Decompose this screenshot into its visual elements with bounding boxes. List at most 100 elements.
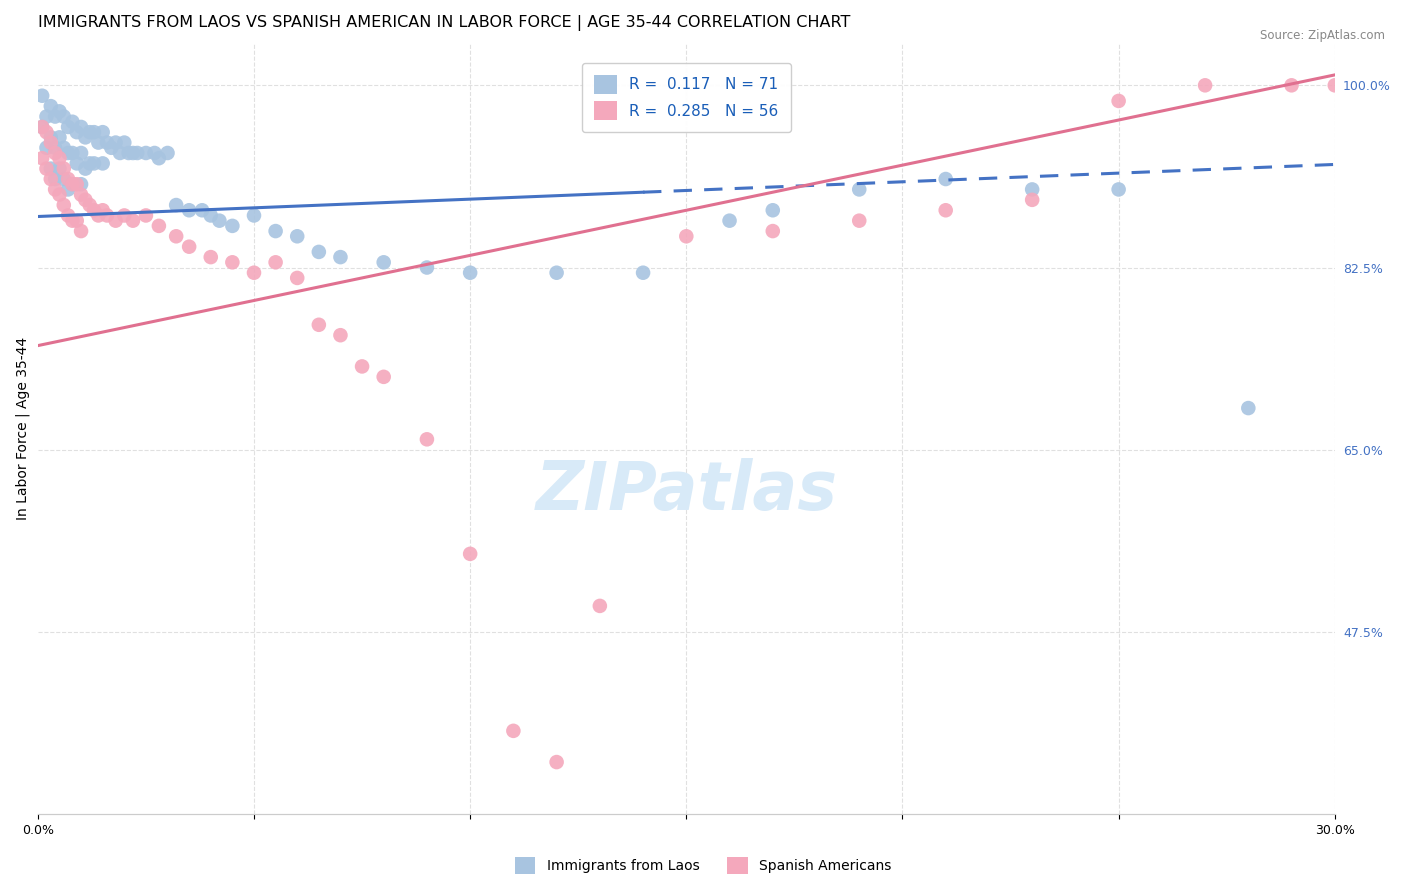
Point bbox=[165, 198, 187, 212]
Point bbox=[66, 156, 89, 170]
Point bbox=[112, 136, 135, 150]
Point bbox=[83, 125, 105, 139]
Point bbox=[1323, 78, 1346, 93]
Point bbox=[62, 213, 84, 227]
Point bbox=[31, 88, 53, 103]
Point bbox=[458, 547, 481, 561]
Point bbox=[44, 172, 66, 186]
Point bbox=[127, 146, 149, 161]
Point bbox=[122, 146, 145, 161]
Point bbox=[143, 146, 166, 161]
Point bbox=[62, 178, 84, 192]
Point bbox=[87, 136, 110, 150]
Point bbox=[631, 266, 654, 280]
Point bbox=[83, 156, 105, 170]
Point bbox=[96, 136, 118, 150]
Point bbox=[373, 255, 395, 269]
Point bbox=[221, 219, 243, 233]
Point bbox=[52, 110, 75, 124]
Point bbox=[117, 146, 139, 161]
Point bbox=[200, 250, 222, 264]
Point bbox=[108, 146, 131, 161]
Point bbox=[416, 260, 439, 275]
Point bbox=[44, 146, 66, 161]
Point bbox=[221, 255, 243, 269]
Point bbox=[48, 187, 70, 202]
Legend: R =  0.117   N = 71, R =  0.285   N = 56: R = 0.117 N = 71, R = 0.285 N = 56 bbox=[582, 62, 790, 132]
Point bbox=[39, 136, 62, 150]
Point bbox=[75, 130, 97, 145]
Point bbox=[79, 198, 101, 212]
Point bbox=[91, 156, 114, 170]
Point bbox=[39, 172, 62, 186]
Point bbox=[104, 213, 127, 227]
Point bbox=[70, 178, 93, 192]
Point bbox=[1108, 94, 1130, 108]
Point bbox=[762, 203, 785, 218]
Legend: Immigrants from Laos, Spanish Americans: Immigrants from Laos, Spanish Americans bbox=[508, 850, 898, 880]
Point bbox=[546, 266, 568, 280]
Point bbox=[70, 187, 93, 202]
Point bbox=[31, 151, 53, 165]
Point bbox=[87, 209, 110, 223]
Point bbox=[48, 151, 70, 165]
Point bbox=[52, 141, 75, 155]
Point bbox=[91, 203, 114, 218]
Point bbox=[79, 125, 101, 139]
Point bbox=[156, 146, 179, 161]
Point bbox=[39, 130, 62, 145]
Point bbox=[135, 209, 157, 223]
Point bbox=[62, 178, 84, 192]
Point bbox=[285, 229, 308, 244]
Point bbox=[35, 110, 58, 124]
Point bbox=[1194, 78, 1216, 93]
Point bbox=[39, 161, 62, 176]
Point bbox=[308, 318, 330, 332]
Point bbox=[56, 209, 79, 223]
Point bbox=[44, 141, 66, 155]
Point bbox=[44, 110, 66, 124]
Point bbox=[675, 229, 697, 244]
Point bbox=[148, 151, 170, 165]
Point bbox=[66, 213, 89, 227]
Point bbox=[62, 146, 84, 161]
Point bbox=[243, 209, 266, 223]
Point bbox=[100, 141, 122, 155]
Point bbox=[112, 209, 135, 223]
Point bbox=[1021, 182, 1043, 196]
Point bbox=[416, 433, 439, 447]
Point bbox=[48, 130, 70, 145]
Point bbox=[70, 224, 93, 238]
Text: ZIPatlas: ZIPatlas bbox=[536, 458, 838, 524]
Point bbox=[35, 141, 58, 155]
Point bbox=[56, 120, 79, 134]
Point bbox=[35, 125, 58, 139]
Point bbox=[56, 146, 79, 161]
Point bbox=[96, 209, 118, 223]
Point bbox=[200, 209, 222, 223]
Point bbox=[264, 255, 287, 269]
Point bbox=[373, 369, 395, 384]
Point bbox=[165, 229, 187, 244]
Point bbox=[458, 266, 481, 280]
Text: IMMIGRANTS FROM LAOS VS SPANISH AMERICAN IN LABOR FORCE | AGE 35-44 CORRELATION : IMMIGRANTS FROM LAOS VS SPANISH AMERICAN… bbox=[38, 15, 851, 31]
Point bbox=[35, 161, 58, 176]
Point bbox=[122, 213, 145, 227]
Point bbox=[39, 99, 62, 113]
Point bbox=[208, 213, 231, 227]
Point bbox=[546, 755, 568, 769]
Point bbox=[31, 120, 53, 134]
Point bbox=[91, 125, 114, 139]
Point bbox=[75, 161, 97, 176]
Point bbox=[66, 125, 89, 139]
Point bbox=[104, 136, 127, 150]
Point bbox=[502, 723, 524, 738]
Point bbox=[56, 172, 79, 186]
Point bbox=[308, 244, 330, 259]
Point bbox=[135, 146, 157, 161]
Point bbox=[718, 213, 741, 227]
Point bbox=[48, 104, 70, 119]
Point bbox=[75, 193, 97, 207]
Point bbox=[52, 198, 75, 212]
Point bbox=[1021, 193, 1043, 207]
